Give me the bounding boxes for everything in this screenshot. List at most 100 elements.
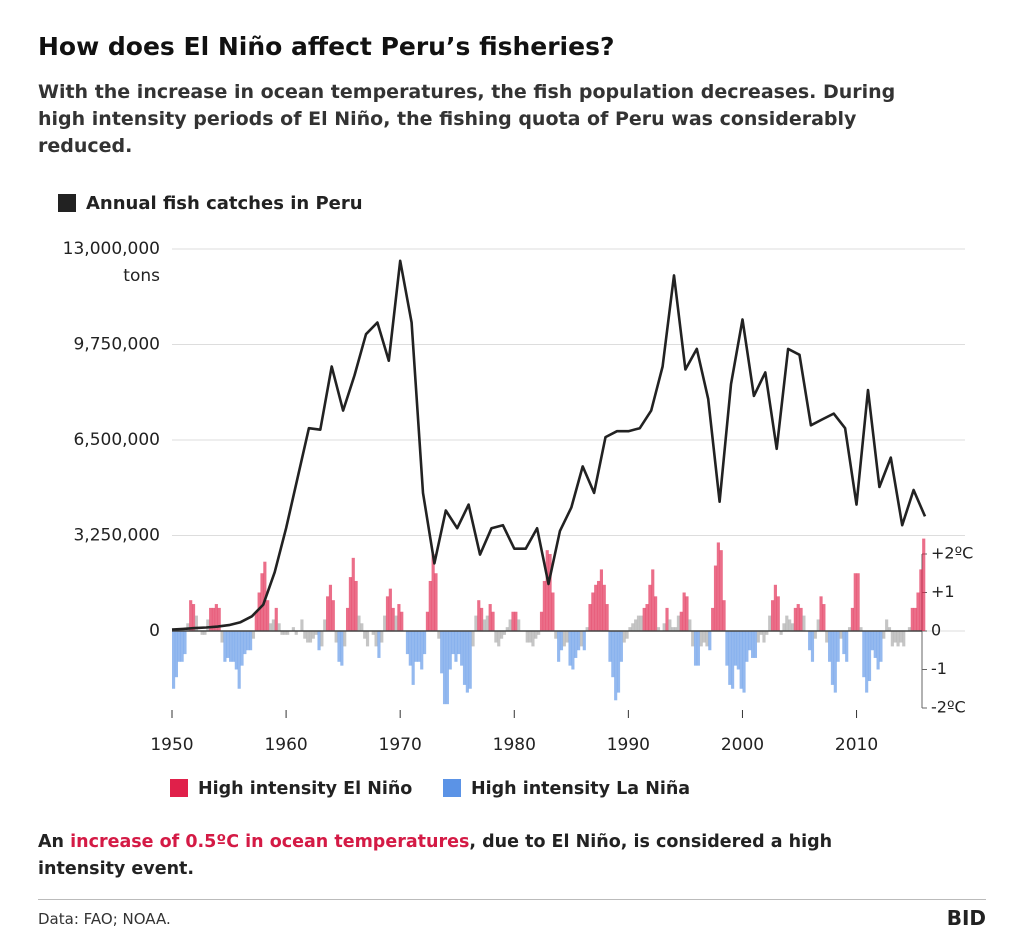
- anomaly-bar: [847, 627, 852, 631]
- x-tick-label: 2000: [721, 735, 764, 755]
- anomaly-bar: [876, 631, 880, 670]
- anomaly-bar: [485, 615, 489, 631]
- anomaly-bar: [363, 631, 367, 639]
- anomaly-bar: [343, 631, 347, 647]
- anomaly-bar: [280, 631, 284, 635]
- anomaly-bar: [514, 611, 518, 631]
- anomaly-bar: [206, 619, 210, 631]
- anomaly-bar: [910, 607, 914, 631]
- anomaly-bar: [751, 631, 755, 658]
- anomaly-bar: [662, 623, 666, 631]
- anomaly-bar: [306, 631, 310, 643]
- anomaly-bar: [505, 627, 509, 631]
- anomaly-bar: [186, 623, 190, 631]
- anomaly-bar: [354, 580, 358, 631]
- anomaly-bar: [762, 631, 766, 643]
- anomaly-bar: [545, 550, 549, 631]
- anomaly-bar: [494, 631, 498, 643]
- anomaly-bar: [268, 623, 273, 631]
- anomaly-bar: [397, 604, 401, 631]
- anomaly-bar: [676, 615, 681, 631]
- anomaly-bar: [830, 631, 835, 685]
- anomaly-bar: [702, 631, 706, 643]
- anomaly-bar: [682, 592, 686, 631]
- anomaly-bar: [482, 619, 487, 631]
- y-tick-label: 0: [149, 621, 160, 641]
- anomaly-bar: [457, 631, 461, 655]
- anomaly-bar: [728, 631, 732, 685]
- subtitle: With the increase in ocean temperatures,…: [38, 81, 896, 157]
- anomaly-bar: [414, 631, 418, 662]
- anomaly-bar: [331, 600, 335, 631]
- anomaly-bar: [856, 573, 860, 631]
- anomaly-bar: [211, 607, 216, 631]
- anomaly-bar: [770, 600, 775, 631]
- anomaly-bar: [380, 631, 384, 643]
- anomaly-bar: [554, 631, 558, 639]
- anomaly-bar: [474, 615, 478, 631]
- anomaly-bar: [286, 631, 290, 635]
- anomaly-bar: [893, 631, 897, 643]
- anomaly-bar: [631, 623, 635, 631]
- anomaly-bar: [668, 619, 672, 631]
- anomaly-bar: [562, 631, 566, 647]
- anomaly-bar: [850, 607, 854, 631]
- anomaly-bar: [782, 623, 786, 631]
- anomaly-bar: [434, 573, 438, 631]
- anomaly-bar: [440, 631, 444, 674]
- anomaly-bar: [870, 631, 874, 651]
- legend-swatch: [170, 779, 188, 797]
- anomaly-bar: [320, 631, 324, 647]
- anomaly-bar: [788, 619, 792, 631]
- anomaly-bar: [896, 631, 900, 647]
- anomaly-bar: [491, 611, 495, 631]
- anomaly-bar: [608, 631, 612, 662]
- y2-tick-label: -2ºC: [931, 698, 966, 717]
- y2-tick-label: -1: [931, 659, 947, 678]
- anomaly-bar: [391, 607, 395, 631]
- anomaly-bar: [460, 631, 464, 666]
- anomaly-bar: [862, 631, 866, 678]
- anomaly-bar: [808, 631, 812, 651]
- anomaly-bar: [833, 631, 837, 693]
- anomaly-bar: [323, 619, 327, 631]
- anomaly-bar: [890, 631, 894, 647]
- anomaly-bar: [437, 631, 441, 639]
- anomaly-bar: [291, 627, 295, 631]
- anomaly-bar: [882, 631, 886, 639]
- source: Data: FAO; NOAA.: [38, 910, 171, 928]
- anomaly-bar: [611, 631, 615, 678]
- anomaly-bar: [465, 631, 469, 693]
- anomaly-bar: [765, 631, 769, 635]
- anomaly-bar: [237, 631, 241, 689]
- y-tick-label: 3,250,000: [73, 526, 160, 546]
- anomaly-bar: [274, 607, 278, 631]
- note-highlight: increase of 0.5ºC in ocean temperatures: [70, 832, 470, 852]
- y-tick-label: 6,500,000: [73, 430, 160, 450]
- anomaly-bar: [360, 623, 364, 631]
- anomaly-bar: [591, 592, 595, 631]
- anomaly-bar: [885, 619, 889, 631]
- anomaly-bar: [251, 631, 256, 639]
- anomaly-bar: [177, 631, 181, 662]
- anomaly-bar: [594, 584, 598, 631]
- anomaly-bar: [488, 604, 492, 631]
- anomaly-bar: [303, 631, 307, 639]
- anomaly-bar: [194, 615, 198, 631]
- anomaly-bar: [828, 631, 832, 662]
- anomaly-bar: [753, 631, 758, 658]
- anomaly-bar: [768, 615, 772, 631]
- anomaly-bar: [191, 604, 196, 631]
- legend-label: High intensity La Niña: [471, 779, 690, 799]
- anomaly-bar: [696, 631, 700, 666]
- anomaly-bar: [825, 631, 829, 643]
- anomaly-bar: [619, 631, 623, 662]
- anomaly-bar: [902, 631, 906, 647]
- anomaly-bar: [596, 580, 601, 631]
- anomaly-bar: [539, 611, 544, 631]
- anomaly-bar: [477, 600, 481, 631]
- anomaly-bar: [756, 631, 760, 643]
- anomaly-bar: [654, 596, 658, 631]
- legend-swatch: [58, 194, 76, 212]
- anomaly-bar: [480, 607, 484, 631]
